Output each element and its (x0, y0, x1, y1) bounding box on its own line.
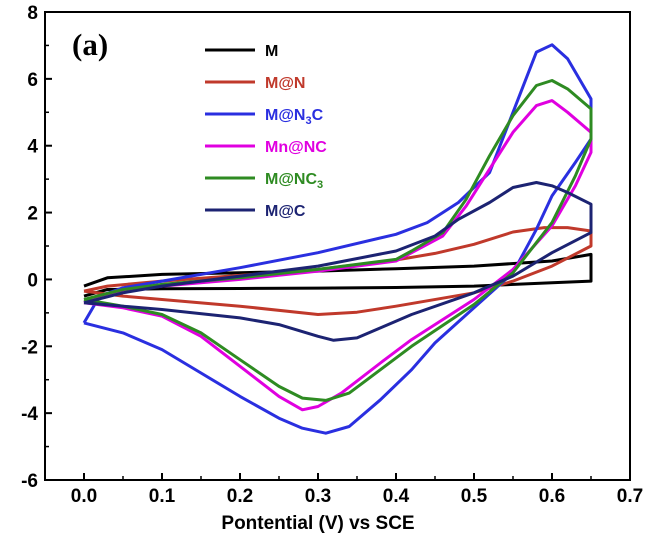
legend-label: Mn@NC (265, 139, 327, 156)
series-line-mn-nc (83, 99, 593, 412)
y-tick-label: 4 (27, 137, 38, 158)
y-tick-label: 2 (27, 204, 38, 225)
series-line-m (83, 252, 593, 298)
series-line-m-n3c (82, 43, 593, 435)
y-tick-label: -2 (21, 337, 38, 358)
x-tick-label: 0.2 (227, 486, 253, 507)
legend-label: M@NC3 (265, 171, 323, 191)
x-tick-label: 0.5 (461, 486, 488, 507)
legend-label: M (265, 43, 278, 60)
panel-label: (a) (72, 27, 108, 62)
y-tick-label: 0 (27, 270, 38, 291)
series-layer (82, 43, 593, 435)
legend-label-main: M@N (265, 107, 305, 124)
axes-layer: 0.0 0.1 0.2 0.3 0.4 0.5 0.6 0.7 -6 -4 -2 0 2 4 6 8 (21, 3, 643, 507)
series-line-m-nc3 (83, 79, 593, 402)
x-tick-label: 0.3 (305, 486, 331, 507)
legend-label-subscript: 3 (317, 179, 323, 191)
y-tick-label: 6 (27, 70, 38, 91)
legend-label-main: Mn@NC (265, 139, 327, 156)
legend-label-main: M (265, 43, 278, 60)
legend-label: M@C (265, 203, 306, 220)
y-tick-label: 8 (27, 3, 38, 24)
x-tick-label: 0.6 (539, 486, 565, 507)
x-tick-label: 0.4 (383, 486, 410, 507)
x-tick-label: 0.1 (149, 486, 176, 507)
legend-label-main: M@N (265, 75, 305, 92)
legend-label: M@N3C (265, 107, 324, 127)
legend-label-main: M@NC (265, 171, 317, 188)
legend-label-main: M@C (265, 203, 306, 220)
legend-label-subscript: 3 (305, 115, 311, 127)
legend-label-tail: C (312, 107, 324, 124)
x-tick-label: 0.0 (71, 486, 97, 507)
x-tick-label: 0.7 (617, 486, 643, 507)
y-tick-label: -4 (21, 404, 38, 425)
series-line-m-c (83, 181, 593, 342)
y-tick-label: -6 (21, 471, 38, 492)
x-axis-title: Pontential (V) vs SCE (221, 513, 414, 534)
legend-label: M@N (265, 75, 305, 92)
